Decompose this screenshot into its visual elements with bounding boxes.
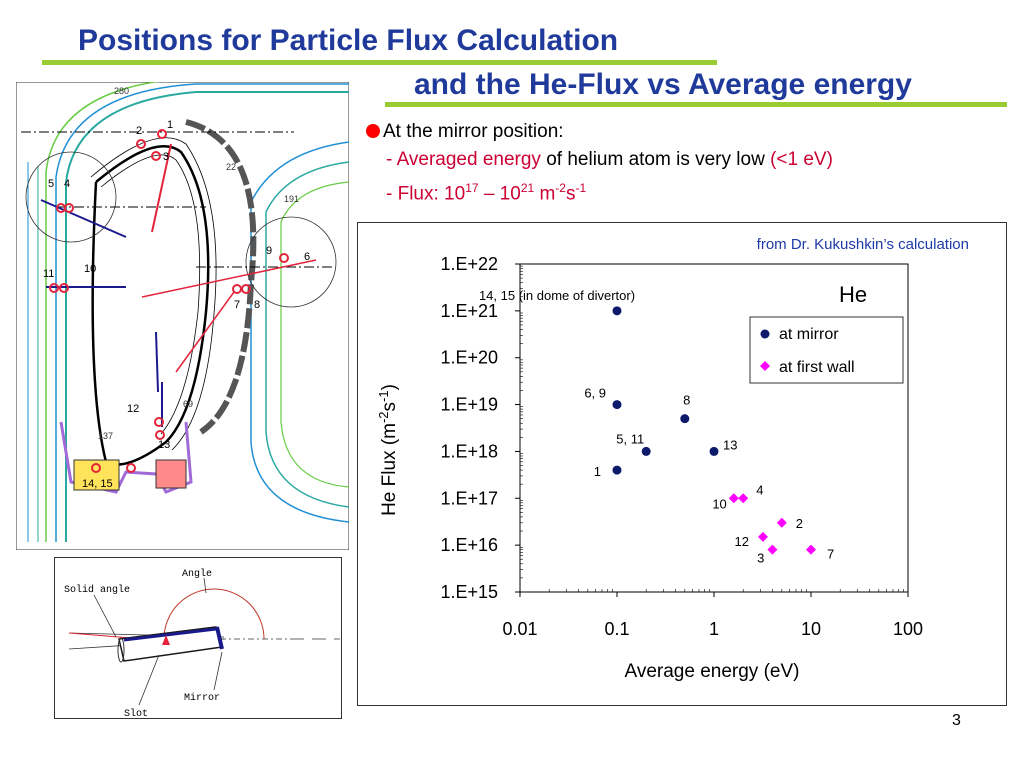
marker-label: 5 (48, 178, 54, 190)
chart-frame (357, 222, 1007, 706)
flux-exp2: 21 (520, 181, 535, 195)
marker-label: 12 (127, 403, 139, 415)
inset-slot-label: Slot (124, 708, 148, 719)
data-label: 4 (756, 482, 763, 497)
data-label: 10 (712, 496, 726, 511)
title-underline-2 (385, 102, 1007, 107)
energy-value: (<1 eV) (770, 149, 833, 170)
marker-label: 13 (158, 439, 170, 451)
data-label: 3 (757, 551, 764, 566)
bullet-heading-row: At the mirror position: (366, 118, 833, 146)
tokamak-diagram: 2 1 3 5 4 11 10 9 6 7 8 12 13 14, 15 280… (16, 82, 349, 550)
marker-label: 4 (64, 178, 70, 190)
y-tick-label: 1.E+19 (440, 395, 498, 415)
y-axis-label: He Flux (m-2s-1) (376, 384, 400, 516)
data-point-first-wall (767, 544, 778, 555)
bullet-line-flux: - Flux: 1017 – 1021 m-2s-1 (366, 174, 833, 208)
averaged-energy-text: Averaged energy (396, 149, 541, 170)
y-tick-label: 1.E+21 (440, 301, 498, 321)
inset-mirror-label: Mirror (184, 692, 220, 704)
angle-label: 280 (114, 86, 129, 96)
data-label: 2 (796, 516, 803, 531)
inset-solid-angle-label: Solid angle (64, 584, 130, 596)
data-point-first-wall (776, 517, 787, 528)
y-tick-label: 1.E+18 (440, 441, 498, 461)
x-tick-label: 100 (893, 619, 923, 639)
x-axis-label: Average energy (eV) (625, 661, 800, 682)
marker-label: 14, 15 (82, 478, 113, 490)
marker-label: 11 (43, 268, 54, 280)
plot-area: 1.E+15 1.E+16 1.E+17 1.E+18 1.E+19 1.E+20 1.E+… (440, 254, 923, 639)
x-tick-label: 0.1 (604, 619, 629, 639)
y-tick-label: 1.E+22 (440, 254, 498, 274)
data-point-mirror (680, 414, 690, 424)
flux-unit-s: s (565, 183, 576, 205)
y-tick-label: 1.E+20 (440, 348, 498, 368)
legend-wall-marker (760, 361, 770, 371)
data-point-first-wall (806, 544, 816, 555)
marker-label: 8 (254, 299, 260, 311)
flux-label: - Flux: 10 (386, 183, 466, 205)
data-point-first-wall (728, 493, 739, 504)
dash: - (386, 149, 397, 170)
legend-item-mirror: at mirror (779, 326, 839, 343)
data-point-mirror (709, 446, 719, 456)
data-label: 12 (735, 534, 749, 549)
x-tick-label: 1 (709, 619, 719, 639)
y-tick-label: 1.E+15 (440, 582, 498, 602)
legend-title: He (839, 282, 867, 307)
marker-label: 7 (234, 299, 240, 311)
marker-label: 3 (163, 151, 169, 163)
energy-description: of helium atom is very low (540, 149, 771, 170)
y-tick-label: 1.E+16 (440, 535, 498, 555)
flux-unit: m (534, 183, 556, 205)
marker-label: 2 (136, 125, 142, 137)
bullet-dot-icon (366, 124, 380, 138)
flux-exp3: -2 (555, 181, 566, 195)
data-label: 14, 15 (in dome of divertor) (479, 288, 635, 303)
slide-title-line1: Positions for Particle Flux Calculation (78, 24, 619, 57)
bullet-line-energy: - Averaged energy of helium atom is very… (366, 146, 833, 174)
bullet-block: At the mirror position: - Averaged energ… (366, 118, 833, 208)
marker-label: 10 (84, 263, 96, 275)
data-label: 1 (594, 464, 601, 479)
flux-mid: – 10 (478, 183, 521, 205)
inset-angle-label: Angle (182, 568, 212, 580)
chart-source-note: from Dr. Kukushkin’s calculation (757, 236, 969, 253)
data-label: 7 (827, 547, 834, 562)
data-label: 13 (723, 437, 737, 452)
angle-label: 137 (98, 431, 113, 441)
x-tick-label: 0.01 (502, 619, 537, 639)
data-point-mirror (641, 446, 651, 456)
he-flux-chart: from Dr. Kukushkin’s calculation 1.E+151… (357, 222, 1007, 706)
data-point-mirror (612, 400, 622, 410)
marker-label: 6 (304, 251, 310, 263)
angle-label: 69 (183, 399, 193, 409)
data-point-mirror (612, 306, 622, 316)
slide-title-line2: and the He-Flux vs Average energy (414, 68, 912, 101)
flux-exp1: 17 (465, 181, 479, 195)
legend-box (749, 316, 904, 384)
legend-mirror-marker (760, 329, 770, 339)
angle-label: 22 (226, 162, 236, 172)
x-tick-label: 10 (801, 619, 821, 639)
legend-item-first-wall: at first wall (779, 359, 855, 376)
data-label: 8 (683, 393, 690, 408)
data-label: 6, 9 (584, 386, 606, 401)
data-point-mirror (612, 465, 622, 475)
title-underline-1 (42, 60, 717, 65)
flux-exp4: -1 (575, 181, 587, 195)
marker-label: 9 (266, 245, 272, 257)
angle-label: 191 (284, 194, 299, 204)
bullet-heading: At the mirror position: (383, 121, 564, 142)
data-point-first-wall (757, 531, 768, 542)
measurement-markers (49, 129, 289, 473)
marker-label: 1 (167, 119, 173, 131)
page-number: 3 (952, 712, 961, 729)
data-label: 5, 11 (616, 431, 644, 446)
data-point-first-wall (738, 493, 749, 504)
mirror-inset-diagram: Solid angle Angle Mirror Slot (54, 557, 342, 719)
y-tick-label: 1.E+17 (440, 488, 498, 508)
